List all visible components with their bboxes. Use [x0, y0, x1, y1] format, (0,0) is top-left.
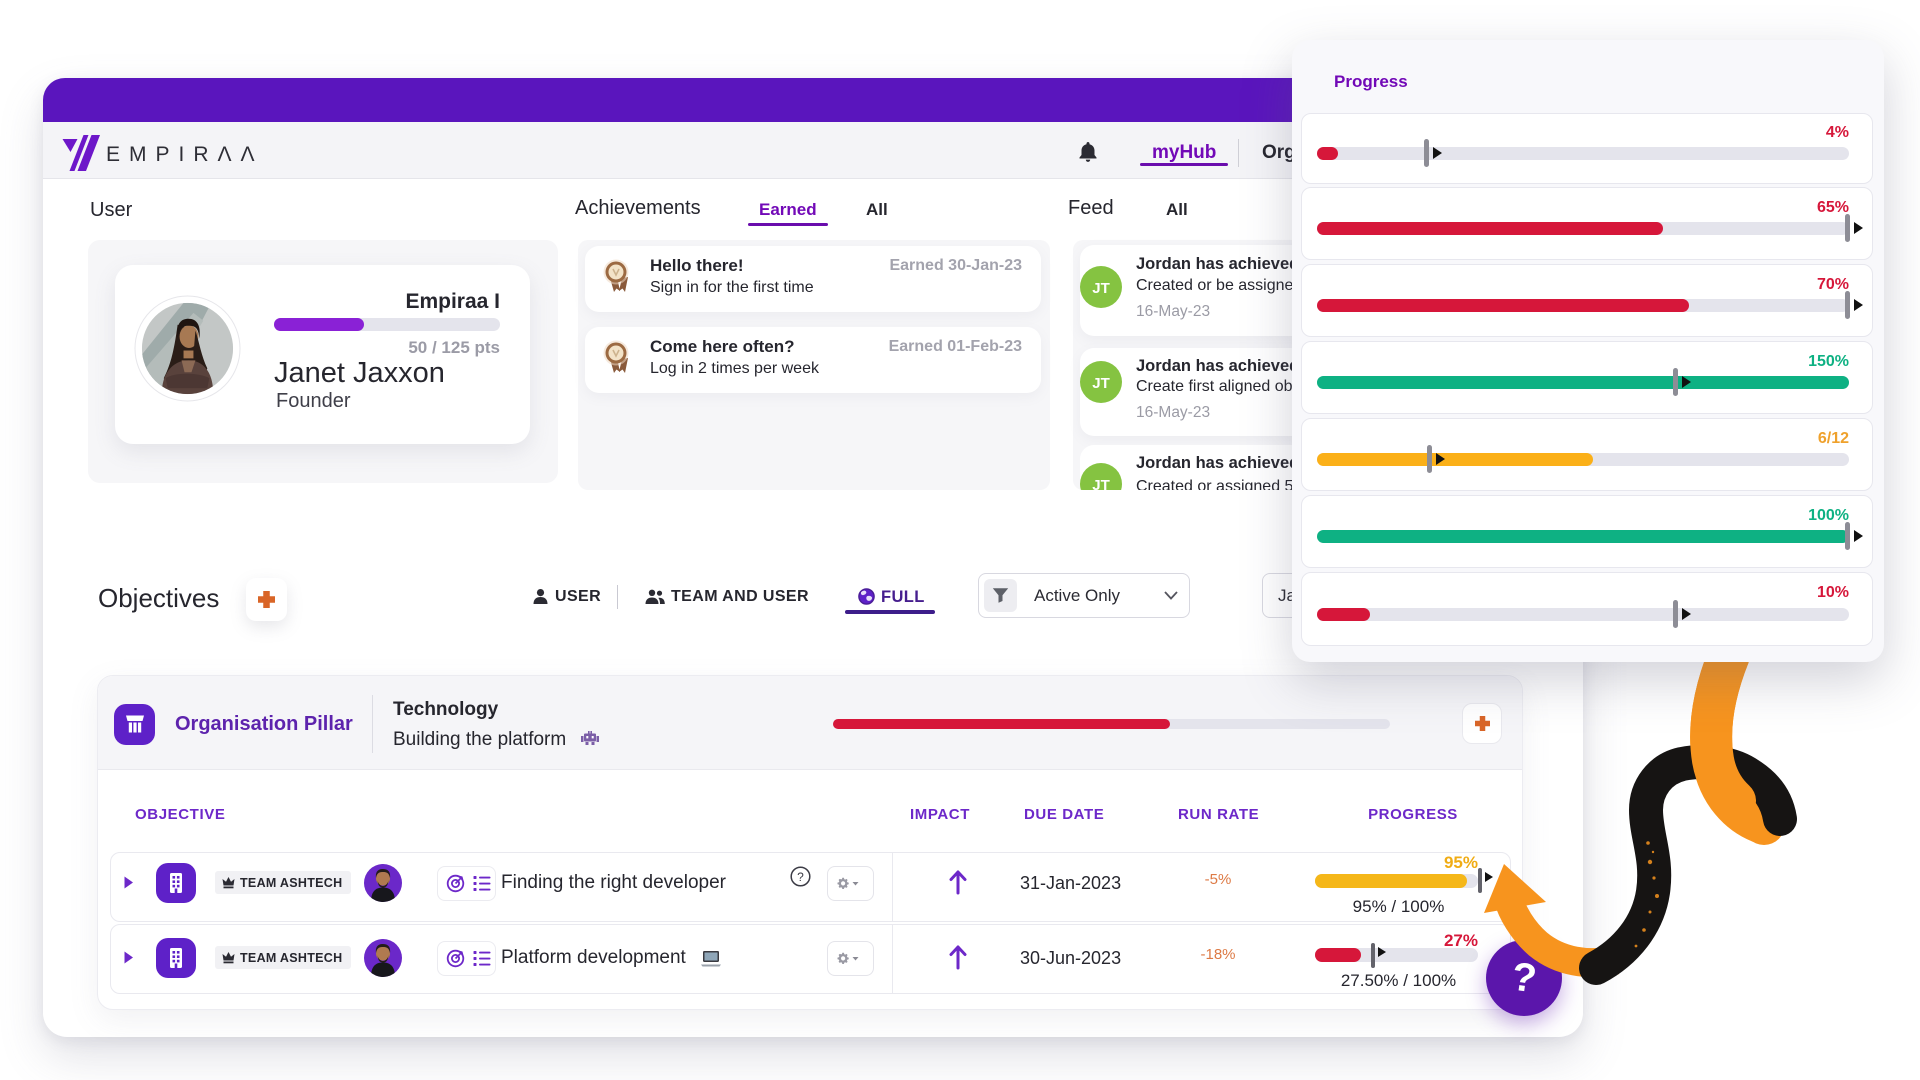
- svg-text:?: ?: [797, 870, 804, 884]
